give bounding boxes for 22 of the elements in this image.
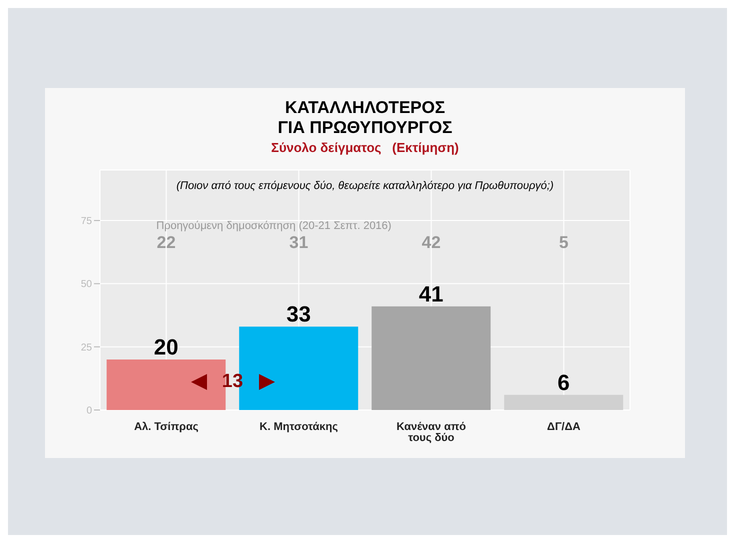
bar: [504, 394, 624, 410]
bar: [372, 306, 491, 410]
y-tick-label: 25: [80, 342, 92, 354]
x-tick-label: ΔΓ/ΔΑ: [547, 420, 581, 433]
x-tick-label: Κ. Μητσοτάκης: [260, 420, 338, 433]
x-tick-label: Αλ. Τσίπρας: [134, 420, 199, 433]
annotation: 22: [156, 233, 177, 254]
data-label: 41: [418, 281, 444, 306]
chart-title: ΚΑΤΑΛΛΗΛΟΤΕΡΟΣ ΓΙΑ ΠΡΩΘΥΠΟΥΡΓΟΣ: [276, 98, 454, 138]
annotation: 42: [420, 233, 442, 254]
data-label: 33: [286, 302, 311, 327]
data-label: 20: [154, 334, 178, 360]
annotation: 31: [288, 233, 310, 254]
annotation: Προηγούμενη δημοσκόπηση (20-21 Σεπτ. 2016): [156, 220, 392, 232]
y-tick-label: 50: [80, 279, 92, 290]
x-tick-label: Κανέναν από τους δύο: [396, 420, 466, 444]
data-label: 6: [558, 370, 570, 395]
y-tick-label: 75: [80, 216, 92, 228]
annotation: 5: [558, 233, 570, 254]
annotation: (Ποιον από τους επόμενους δύο, θεωρείτε καταλληλότερο για Πρωθυπουργό;): [175, 180, 555, 192]
chart-subtitle: Σύνολο δείγματος (Εκτίμηση): [270, 140, 460, 155]
y-tick-label: 0: [86, 406, 92, 417]
